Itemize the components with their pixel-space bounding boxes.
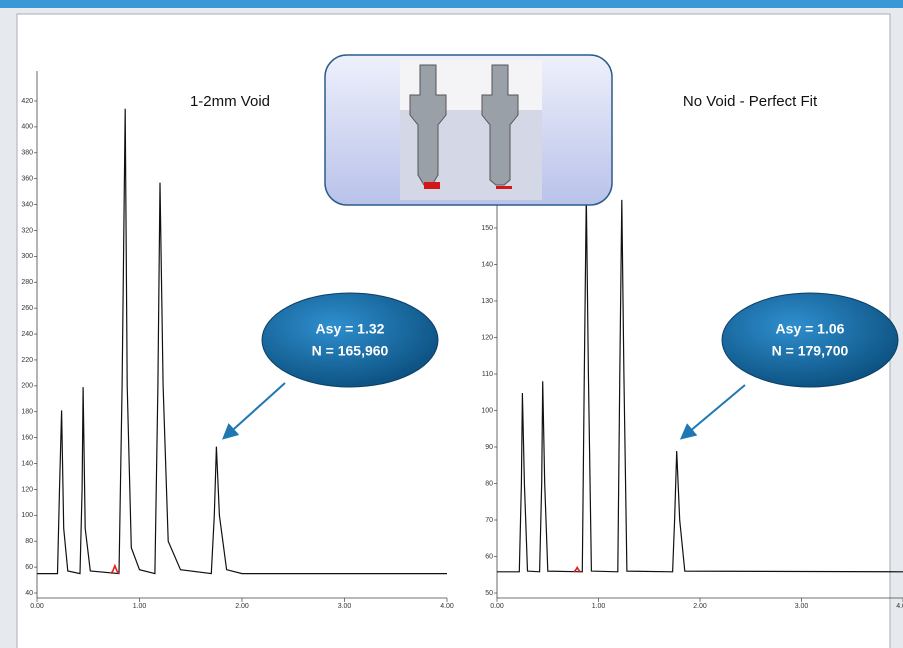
void-left (424, 182, 440, 189)
y-tick-label: 240 (21, 331, 33, 338)
annotation: N = 179,700 (772, 343, 849, 359)
y-tick-label: 100 (481, 407, 493, 414)
y-tick-label: 140 (21, 460, 33, 467)
annotation: Asy = 1.06 (776, 321, 845, 337)
y-tick-label: 360 (21, 176, 33, 183)
y-tick-label: 60 (25, 564, 33, 571)
x-tick-label: 1.00 (133, 603, 147, 610)
trace (573, 565, 581, 573)
top-bar (0, 0, 903, 8)
y-tick-label: 80 (25, 538, 33, 545)
y-tick-label: 80 (485, 480, 493, 487)
y-tick-label: 320 (21, 227, 33, 234)
y-tick-label: 260 (21, 305, 33, 312)
x-tick-label: 4.00 (440, 603, 454, 610)
callout (261, 292, 439, 388)
chart-title: 1-2mm Void (190, 93, 270, 110)
callout-arrow (679, 384, 746, 440)
y-tick-label: 40 (25, 590, 33, 597)
y-tick-label: 340 (21, 201, 33, 208)
y-tick-label: 420 (21, 98, 33, 105)
inset (324, 54, 613, 206)
y-tick-label: 110 (482, 371, 493, 378)
y-tick-label: 150 (481, 225, 493, 232)
x-tick-label: 1.00 (592, 603, 606, 610)
y-tick-label: 120 (21, 486, 33, 493)
callout-arrow (222, 382, 286, 440)
y-tick-label: 400 (21, 124, 33, 131)
y-tick-label: 280 (21, 279, 33, 286)
callout (721, 292, 899, 388)
annotation: Asy = 1.32 (316, 321, 385, 337)
y-tick-label: 180 (21, 409, 33, 416)
trace (110, 563, 120, 575)
void-right (496, 186, 512, 189)
y-tick-label: 50 (485, 590, 493, 597)
y-tick-label: 90 (485, 444, 493, 451)
x-tick-label: 2.00 (235, 603, 249, 610)
fitting-right (481, 64, 519, 186)
y-tick-label: 70 (485, 517, 493, 524)
y-tick-label: 160 (21, 434, 33, 441)
trace (37, 108, 447, 575)
y-tick-label: 140 (481, 261, 493, 268)
y-tick-label: 380 (21, 150, 33, 157)
x-tick-label: 2.00 (693, 603, 707, 610)
y-tick-label: 200 (21, 383, 33, 390)
y-tick-label: 130 (481, 298, 493, 305)
y-tick-label: 220 (21, 357, 33, 364)
plots: 1-2mm Void 40 60 80 100 120 140 160 180 200 220 240… (21, 71, 903, 610)
y-tick-label: 100 (21, 512, 33, 519)
x-tick-label: 0.00 (490, 603, 504, 610)
annotation: N = 165,960 (312, 343, 389, 359)
x-tick-label: 3.00 (795, 603, 809, 610)
x-tick-label: 0.00 (30, 603, 44, 610)
y-tick-label: 120 (481, 334, 493, 341)
x-tick-label: 3.00 (338, 603, 352, 610)
y-tick-label: 300 (21, 253, 33, 260)
y-tick-label: 60 (485, 553, 493, 560)
chart-title: No Void - Perfect Fit (683, 93, 818, 110)
x-tick-label: 4.00 (896, 603, 903, 610)
